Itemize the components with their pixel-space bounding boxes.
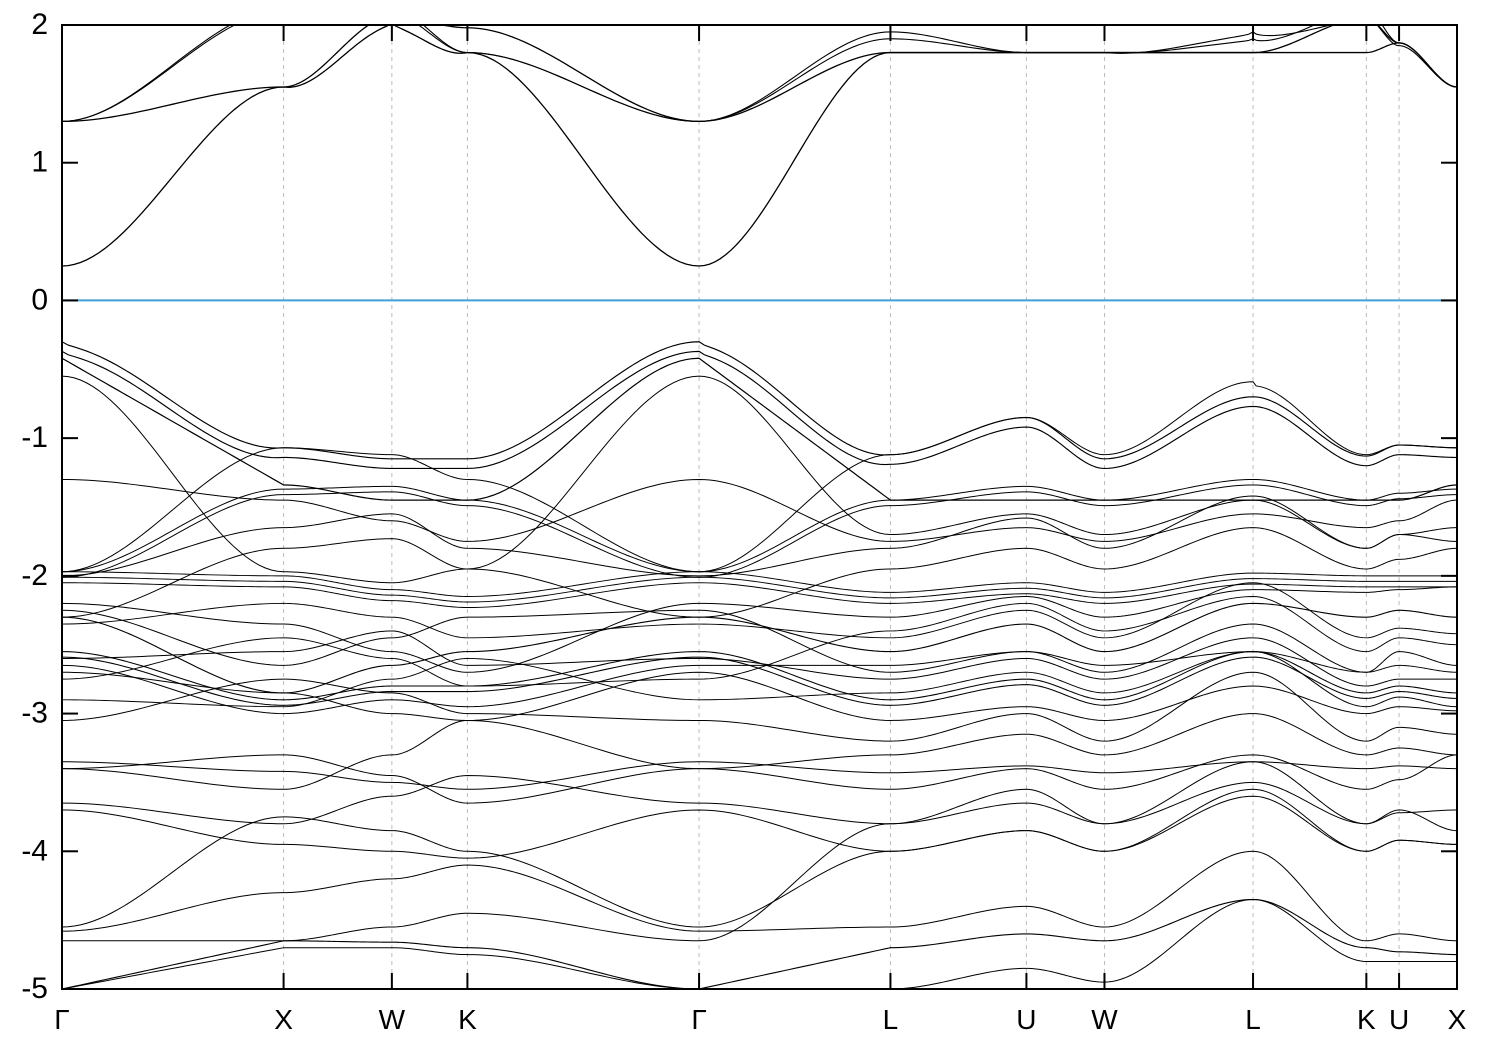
svg-text:U: U bbox=[1016, 1004, 1036, 1035]
svg-text:K: K bbox=[458, 1004, 477, 1035]
svg-text:Γ: Γ bbox=[691, 1004, 706, 1035]
svg-text:K: K bbox=[1357, 1004, 1376, 1035]
svg-text:W: W bbox=[379, 1004, 406, 1035]
svg-text:U: U bbox=[1389, 1004, 1409, 1035]
svg-text:L: L bbox=[883, 1004, 899, 1035]
svg-text:0: 0 bbox=[31, 283, 48, 316]
svg-text:Γ: Γ bbox=[54, 1004, 69, 1035]
svg-text:-3: -3 bbox=[21, 697, 48, 730]
svg-text:X: X bbox=[1448, 1004, 1467, 1035]
svg-text:-1: -1 bbox=[21, 421, 48, 454]
svg-text:-2: -2 bbox=[21, 559, 48, 592]
svg-text:L: L bbox=[1245, 1004, 1261, 1035]
svg-text:-5: -5 bbox=[21, 972, 48, 1005]
svg-text:X: X bbox=[274, 1004, 293, 1035]
svg-text:1: 1 bbox=[31, 146, 48, 179]
svg-text:2: 2 bbox=[31, 8, 48, 41]
svg-text:W: W bbox=[1091, 1004, 1118, 1035]
svg-text:-4: -4 bbox=[21, 834, 48, 867]
